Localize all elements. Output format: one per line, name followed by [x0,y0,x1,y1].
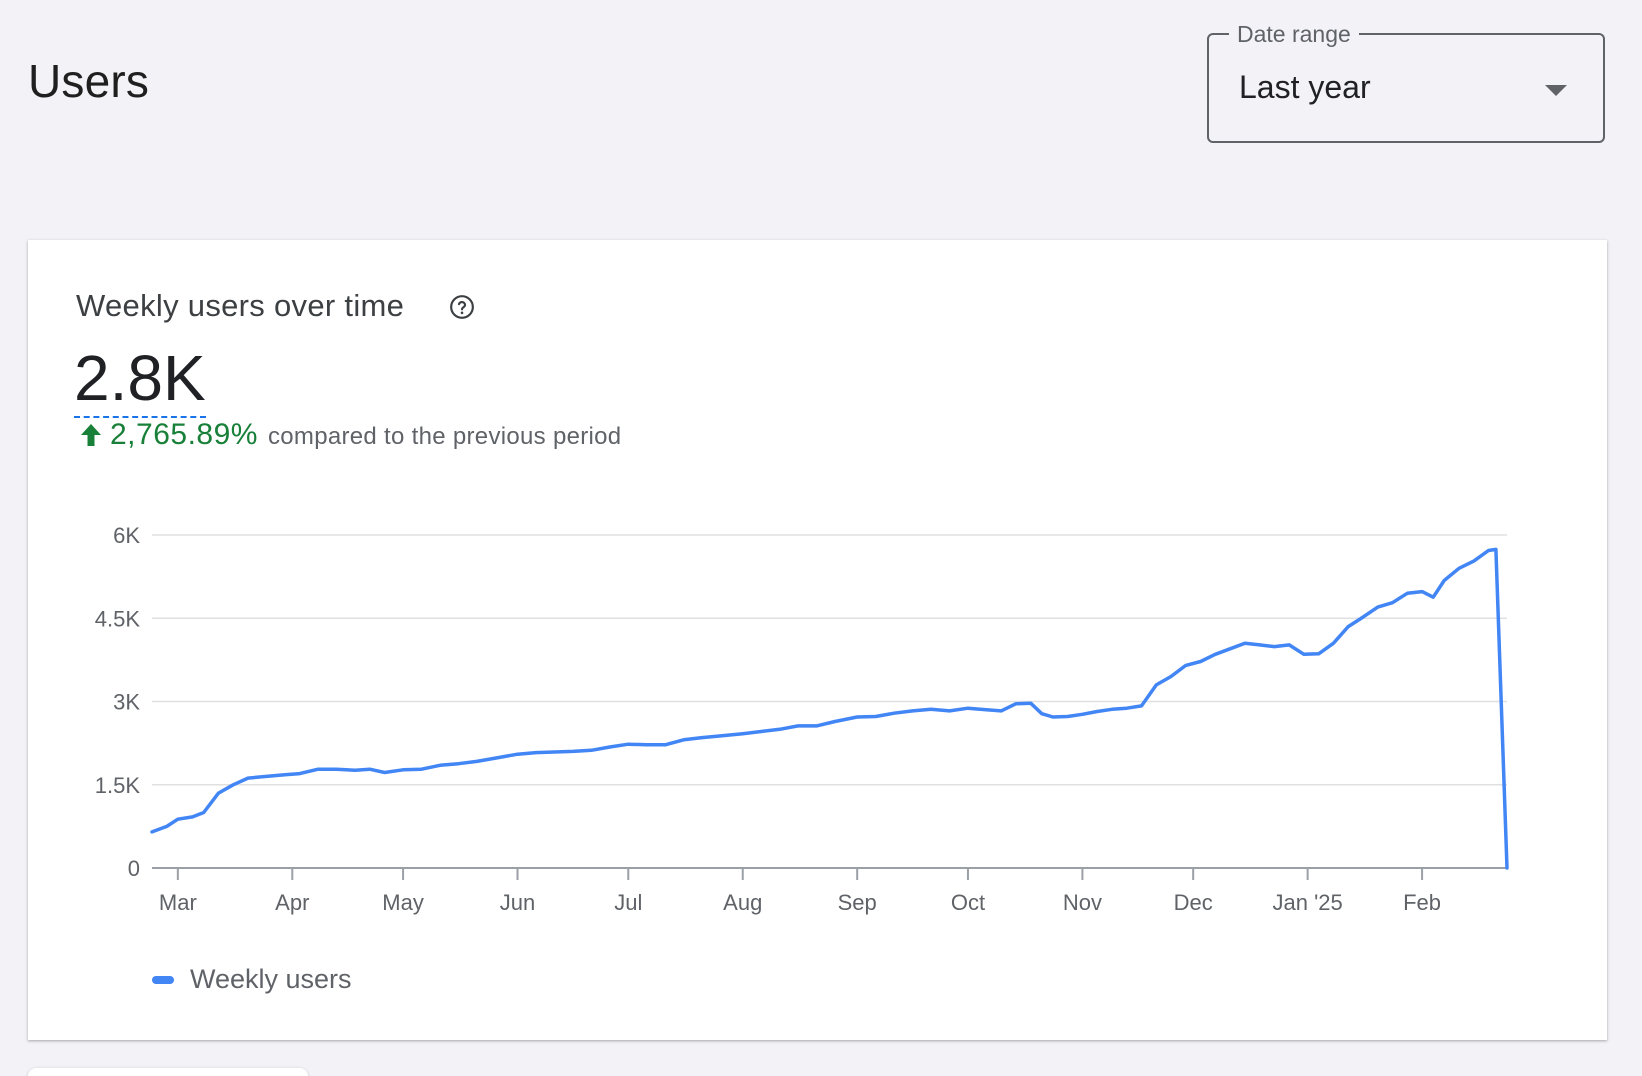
legend-label: Weekly users [190,964,352,994]
x-tick-label: Jul [614,890,642,915]
x-tick-label: Oct [951,890,985,915]
y-tick-label: 3K [113,690,140,715]
card-title: Weekly users over time [76,288,405,323]
delta-row: 2,765.89% compared to the previous perio… [80,418,621,452]
y-tick-label: 0 [128,856,140,881]
y-tick-label: 4.5K [95,606,141,631]
x-tick-label: Jan '25 [1272,890,1342,915]
metric-value[interactable]: 2.8K [74,340,206,418]
x-tick-label: Sep [838,890,877,915]
date-range-label: Date range [1229,19,1359,49]
series-line-weekly-users[interactable] [150,547,1509,870]
help-icon[interactable] [449,294,475,320]
x-tick-label: Aug [723,890,762,915]
y-tick-label: 6K [113,523,140,548]
weekly-users-card: 0 1.5K 3K 4.5K 6K Mar Apr May Jun Jul Aug Sep Oct Nov… [28,240,1607,1040]
chart-legend: Weekly users [152,964,352,995]
x-tick-label: Mar [159,890,197,915]
x-tick-label: Apr [275,890,309,915]
x-tick-label: Dec [1174,890,1213,915]
page-title: Users [28,55,150,107]
arrow-up-icon [81,424,101,446]
date-range-value: Last year [1239,69,1371,105]
date-range-select[interactable]: Date range Last year [1207,19,1605,143]
delta-value: 2,765.89% [110,418,258,451]
x-tick-label: Feb [1403,890,1441,915]
x-tick-label: Nov [1063,890,1102,915]
x-tick-label: May [382,890,424,915]
y-tick-label: 1.5K [95,773,141,798]
delta-text: compared to the previous period [267,423,622,450]
dropdown-caret-icon [1545,85,1567,96]
legend-swatch [152,975,174,984]
next-card-edge [28,1068,308,1076]
x-tick-label: Jun [500,890,535,915]
weekly-users-chart[interactable]: 0 1.5K 3K 4.5K 6K Mar Apr May Jun Jul Aug Sep Oct Nov… [28,240,1607,1040]
